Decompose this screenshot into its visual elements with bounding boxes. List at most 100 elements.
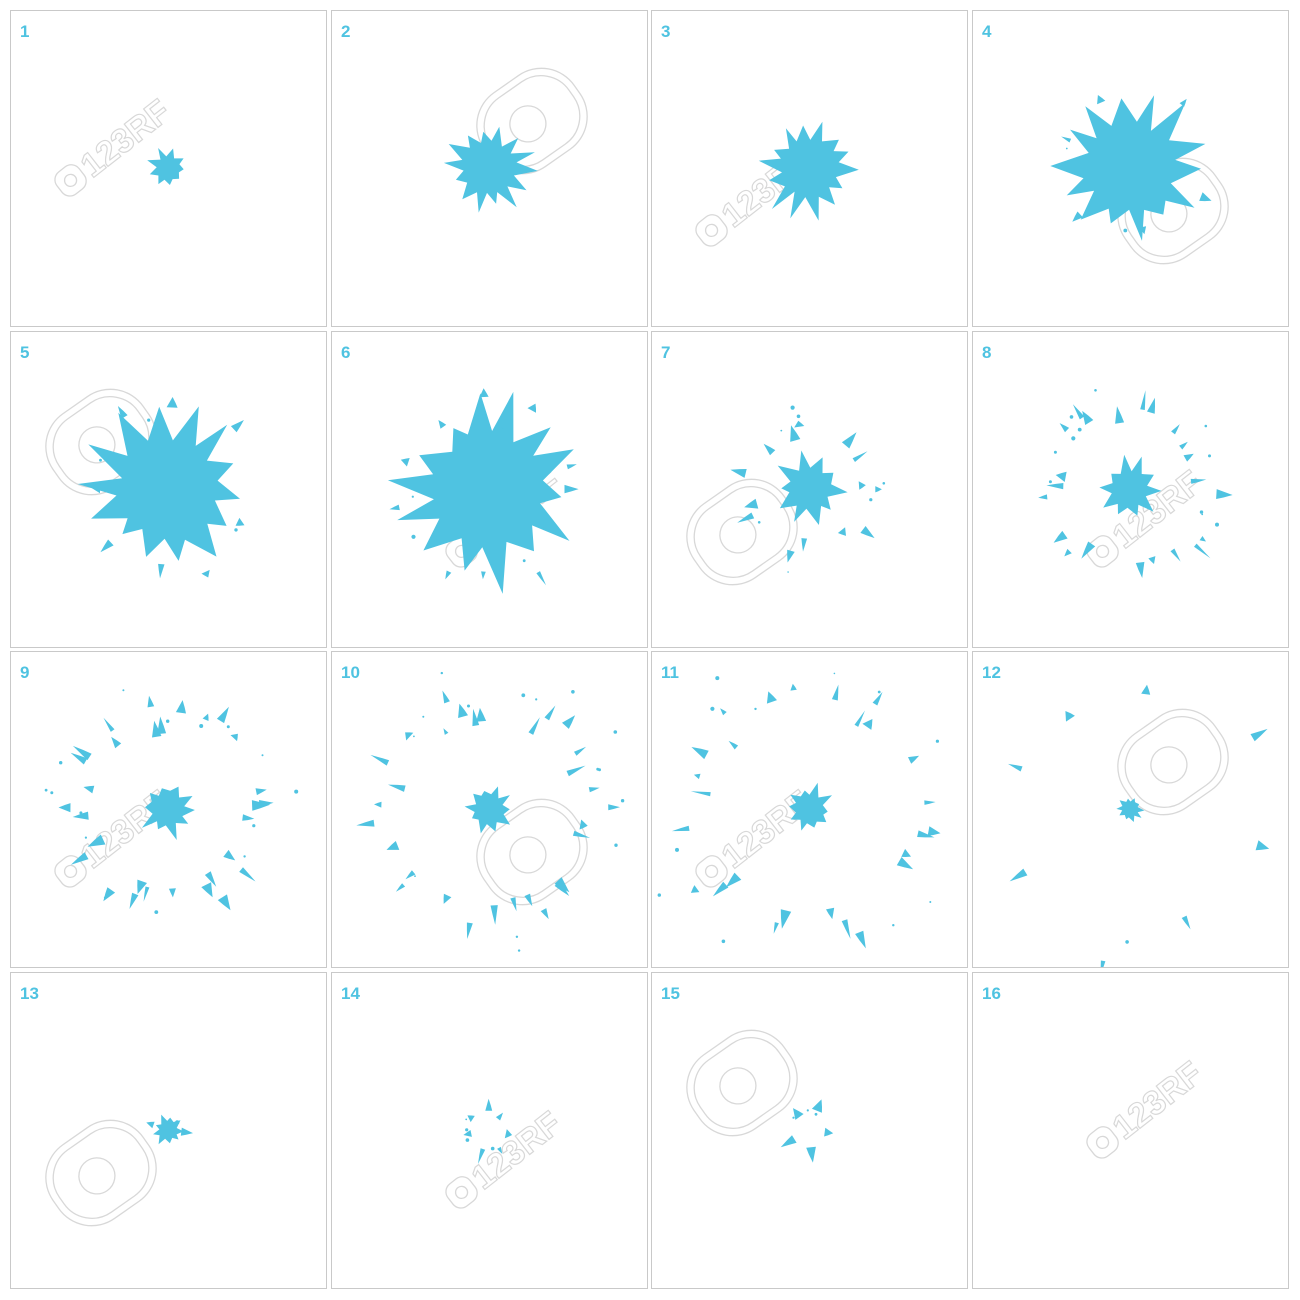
splash-fragment: [72, 745, 92, 761]
splash-fragment: [158, 563, 165, 579]
splash-fragment: [1147, 397, 1155, 414]
splash-fragment: [1009, 868, 1028, 882]
splash-fragment: [917, 830, 935, 838]
splash-fragment: [166, 397, 178, 408]
splash-droplet: [1069, 415, 1074, 419]
splash-fragment: [1055, 471, 1067, 482]
splash-droplet: [490, 1146, 495, 1151]
splash-droplet: [154, 910, 159, 914]
splash-art: [1050, 95, 1229, 265]
splash: [443, 126, 538, 213]
frame-number: 10: [341, 663, 360, 682]
splash-art: [1008, 684, 1270, 967]
splash-fragment: [1255, 840, 1270, 851]
splash-fragment: [766, 691, 777, 704]
splash-fragment: [860, 526, 875, 539]
splash-droplet: [465, 1128, 469, 1132]
animation-frame: 123RF 1: [10, 10, 327, 327]
splash-droplet: [929, 901, 932, 903]
splash-fragment: [1148, 556, 1156, 564]
watermark: [1117, 708, 1229, 816]
splash: [146, 1114, 193, 1145]
splash-fragment: [472, 708, 480, 727]
splash-art: [686, 405, 886, 586]
splash-droplet: [1077, 427, 1082, 432]
splash-fragment: [1059, 423, 1070, 433]
splash: [387, 388, 579, 594]
splash-fragment: [841, 919, 851, 939]
splash-droplet: [50, 791, 54, 795]
frame-number: 5: [20, 343, 30, 362]
splash-fragment: [510, 897, 517, 912]
splash-core: [777, 450, 848, 525]
splash-fragment: [720, 708, 727, 716]
animation-frame: 123RF 8: [972, 331, 1289, 648]
splash-fragment: [70, 852, 89, 865]
splash-art: [356, 671, 625, 952]
splash-droplet: [675, 847, 679, 852]
splash-droplet: [1204, 424, 1208, 428]
splash-fragment: [690, 791, 711, 797]
splash-fragment: [1061, 136, 1072, 143]
splash-fragment: [235, 517, 245, 526]
splash-fragment: [854, 710, 865, 727]
frame-number: 8: [982, 343, 992, 362]
splash-fragment: [744, 498, 759, 509]
splash-fragment: [1194, 543, 1211, 559]
animation-frame: 10: [331, 651, 648, 968]
frame-number: 16: [982, 984, 1001, 1003]
splash-fragment: [1115, 406, 1125, 424]
splash-droplet: [59, 761, 63, 765]
splash-droplet: [411, 534, 416, 539]
splash-fragment: [806, 1146, 816, 1163]
splash-fragment: [728, 740, 739, 750]
splash-droplet: [620, 799, 625, 803]
splash-fragment: [395, 883, 406, 892]
splash-art: 123RF: [1038, 389, 1233, 578]
splash-fragment: [504, 1129, 513, 1139]
splash-fragment: [405, 870, 416, 880]
splash-fragment: [837, 527, 846, 536]
splash-droplet: [252, 824, 256, 828]
splash-droplet: [122, 689, 125, 692]
animation-frame: 123RF 6: [331, 331, 648, 648]
splash-fragment: [83, 785, 95, 794]
splash-droplet: [411, 495, 414, 498]
splash-core: [1116, 798, 1145, 822]
splash-fragment: [230, 733, 238, 742]
splash-droplet: [721, 939, 726, 944]
splash-fragment: [117, 406, 128, 419]
splash-fragment: [730, 469, 747, 478]
splash-fragment: [780, 1135, 797, 1148]
splash-fragment: [259, 800, 274, 808]
splash-fragment: [588, 787, 600, 793]
splash-fragment: [242, 814, 255, 821]
splash-fragment: [445, 570, 452, 580]
splash-droplet: [613, 730, 618, 734]
splash-fragment: [146, 1121, 155, 1129]
splash-droplet: [757, 521, 761, 524]
animation-frame: 123RF 14: [331, 972, 648, 1289]
splash-fragment: [202, 713, 209, 721]
animation-frame: 123RF 9: [10, 651, 327, 968]
splash-fragment: [787, 549, 795, 563]
splash-droplet: [892, 924, 895, 927]
splash-fragment: [773, 922, 779, 934]
splash-fragment: [790, 683, 797, 691]
splash-droplet: [175, 1120, 180, 1125]
frame-number: 3: [661, 22, 671, 41]
splash-fragment: [467, 1115, 475, 1123]
splash-fragment: [790, 425, 801, 442]
splash-droplet: [465, 1138, 470, 1142]
splash-fragment: [103, 887, 116, 902]
splash-fragment: [566, 464, 577, 470]
splash-fragment: [1183, 453, 1194, 462]
splash-art: 123RF: [44, 689, 299, 914]
watermark: [476, 798, 588, 906]
animation-frame: 4: [972, 10, 1289, 327]
splash-fragment: [1190, 478, 1207, 484]
splash-art: 123RF: [657, 672, 941, 949]
splash-art: [45, 1114, 193, 1227]
splash-fragment: [1250, 728, 1268, 742]
splash-droplet: [1053, 450, 1057, 454]
